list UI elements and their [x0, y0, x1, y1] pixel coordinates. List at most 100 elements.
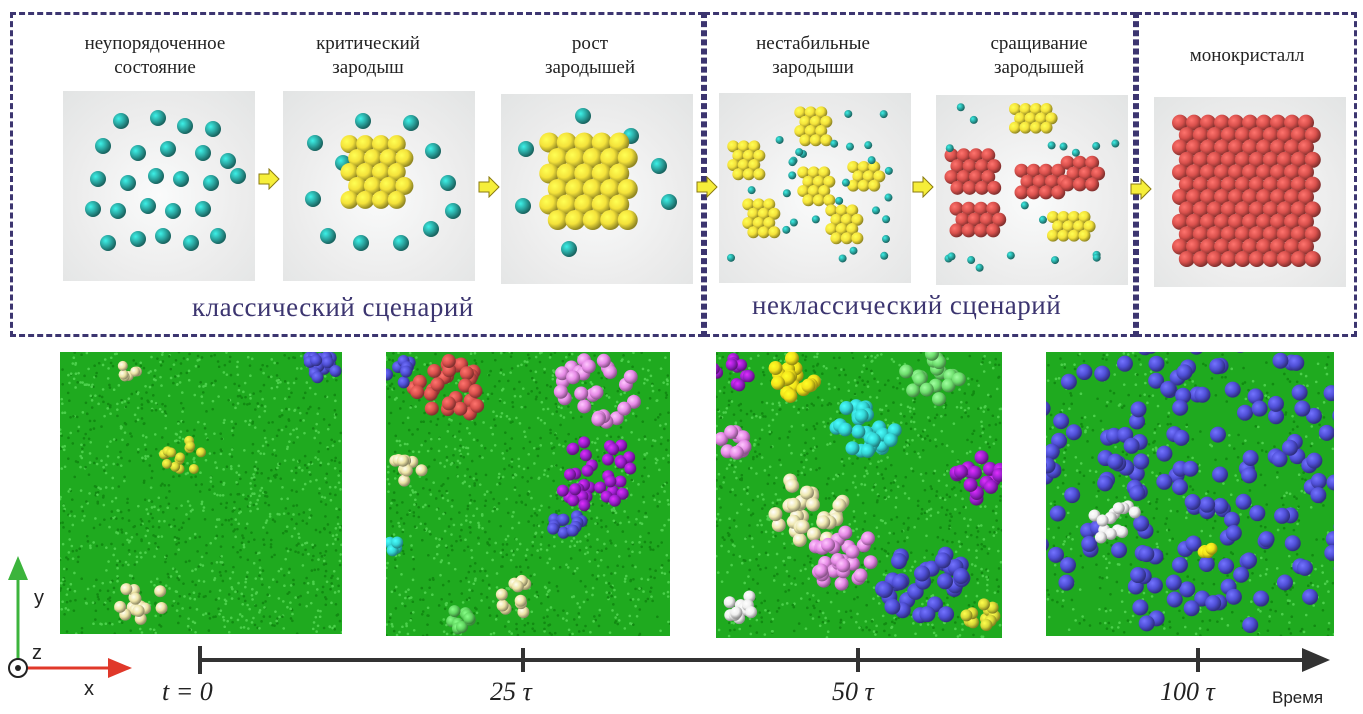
blue-crystal-particle — [1123, 437, 1140, 454]
red-crystal-particle — [1234, 176, 1251, 193]
blue-crystal-particle — [1236, 352, 1244, 353]
red-crystal-particle — [1242, 238, 1258, 255]
blue-crystal-particle — [1325, 531, 1334, 548]
pale-crystal-particle — [397, 454, 410, 467]
yellow-nucleus-particle — [363, 176, 382, 195]
teal-particle — [113, 113, 129, 129]
teal-particle — [884, 193, 893, 202]
yellow-nucleus-particle — [868, 179, 881, 192]
blue-crystal-particle — [1182, 460, 1199, 477]
red-crystal-particle — [1085, 177, 1100, 192]
teal-particle — [150, 110, 166, 126]
white-crystal-particle — [745, 606, 758, 619]
white-crystal-particle — [1094, 531, 1107, 544]
red-crystal-particle — [1178, 201, 1195, 218]
blue-crystal-particle — [1223, 511, 1240, 528]
red-crystal-particle — [1290, 201, 1307, 218]
violet-crystal-particle — [578, 436, 591, 449]
teal-particle — [210, 228, 226, 244]
blue-crystal-particle — [1133, 453, 1150, 470]
blue-crystal-particle — [1133, 515, 1150, 532]
red-crystal-particle — [1284, 189, 1300, 205]
pale-crystal-particle — [154, 585, 167, 598]
red-crystal-particle — [1228, 213, 1244, 230]
arrow-right-icon — [478, 176, 500, 198]
red-crystal-particle — [950, 180, 965, 195]
yellow-nucleus-particle — [727, 159, 740, 171]
violet-crystal-particle — [556, 484, 569, 497]
yellow-crystal-particle — [784, 352, 799, 366]
nonclassical-scenario-caption: неклассический сценарий — [752, 290, 1062, 320]
yellow-nucleus-particle — [582, 179, 603, 199]
yellow-nucleus-particle — [379, 176, 398, 195]
pale-crystal-particle — [155, 602, 168, 615]
teal-particle — [320, 228, 336, 244]
violet-crystal-particle — [615, 456, 628, 469]
yellow-nucleus-particle — [748, 140, 761, 153]
green-crystal-particle — [899, 364, 914, 379]
yellow-nucleus-particle — [763, 217, 776, 229]
simulation-snapshot-25tau — [386, 352, 670, 636]
yellow-nucleus-particle — [809, 134, 822, 147]
yellow-nucleus-particle — [1078, 211, 1091, 224]
yellow-crystal-particle — [166, 447, 177, 458]
blue-crystal-particle — [1310, 487, 1327, 504]
yellow-nucleus-particle — [539, 132, 560, 153]
violet-crystal-particle — [967, 465, 982, 480]
yellow-nucleus-particle — [387, 163, 406, 182]
blue-crystal-particle — [1326, 474, 1334, 491]
blue-crystal-particle — [1129, 413, 1146, 430]
pale-crystal-particle — [495, 588, 508, 601]
nonclassical-scenario-frame — [704, 12, 1136, 337]
yellow-nucleus-particle — [815, 106, 828, 119]
stage-image-nucleus-growth — [501, 94, 693, 284]
teal-particle — [1071, 148, 1080, 157]
green-crystal-particle — [919, 382, 934, 397]
blue-crystal-particle — [891, 553, 908, 570]
teal-particle — [173, 171, 189, 187]
violet-crystal-particle — [578, 499, 591, 512]
yellow-nucleus-particle — [574, 132, 595, 153]
red-crystal-particle — [1192, 176, 1209, 193]
yellow-nucleus-particle — [737, 140, 750, 153]
red-crystal-particle — [1298, 114, 1314, 131]
yellow-crystal-particle — [781, 371, 796, 386]
timeline-axis — [198, 646, 1330, 674]
yellow-crystal-particle — [977, 598, 990, 611]
red-crystal-particle — [1192, 226, 1209, 243]
yellow-nucleus-particle — [582, 210, 603, 230]
teal-particle — [1059, 142, 1068, 151]
blue-crystal-particle — [1129, 485, 1146, 502]
violet-crystal-particle — [963, 477, 978, 492]
yellow-nucleus-particle — [356, 135, 375, 154]
red-crystal-particle — [1051, 163, 1066, 178]
red-crystal-particle — [1014, 163, 1029, 178]
yellow-nucleus-particle — [835, 223, 848, 235]
teal-particle — [835, 196, 844, 205]
red-crystal-particle — [468, 384, 483, 399]
violet-crystal-particle — [579, 449, 592, 462]
yellow-nucleus-particle — [825, 223, 838, 235]
red-crystal-particle — [1270, 139, 1286, 156]
teal-particle — [788, 158, 797, 167]
red-crystal-particle — [1248, 251, 1265, 267]
red-crystal-particle — [1178, 226, 1195, 243]
red-crystal-particle — [1256, 114, 1272, 131]
blue-crystal-particle — [1237, 404, 1254, 421]
red-crystal-particle — [1234, 201, 1251, 218]
tick-label-t0: t = 0 — [162, 677, 213, 706]
red-crystal-particle — [1220, 127, 1237, 143]
yellow-crystal-particle — [770, 375, 785, 390]
red-crystal-particle — [1220, 226, 1237, 243]
cyan-crystal-particle — [845, 441, 860, 456]
teal-particle — [727, 253, 736, 262]
teal-particle — [230, 168, 246, 184]
blue-crystal-particle — [1146, 577, 1163, 594]
yellow-crystal-particle — [980, 619, 993, 632]
blue-crystal-particle — [1209, 426, 1226, 443]
yellow-nucleus-particle — [727, 140, 740, 153]
blue-crystal-particle — [1046, 457, 1056, 474]
teal-particle — [195, 145, 211, 161]
yellow-nucleus-particle — [799, 115, 812, 128]
yellow-nucleus-particle — [835, 204, 848, 217]
